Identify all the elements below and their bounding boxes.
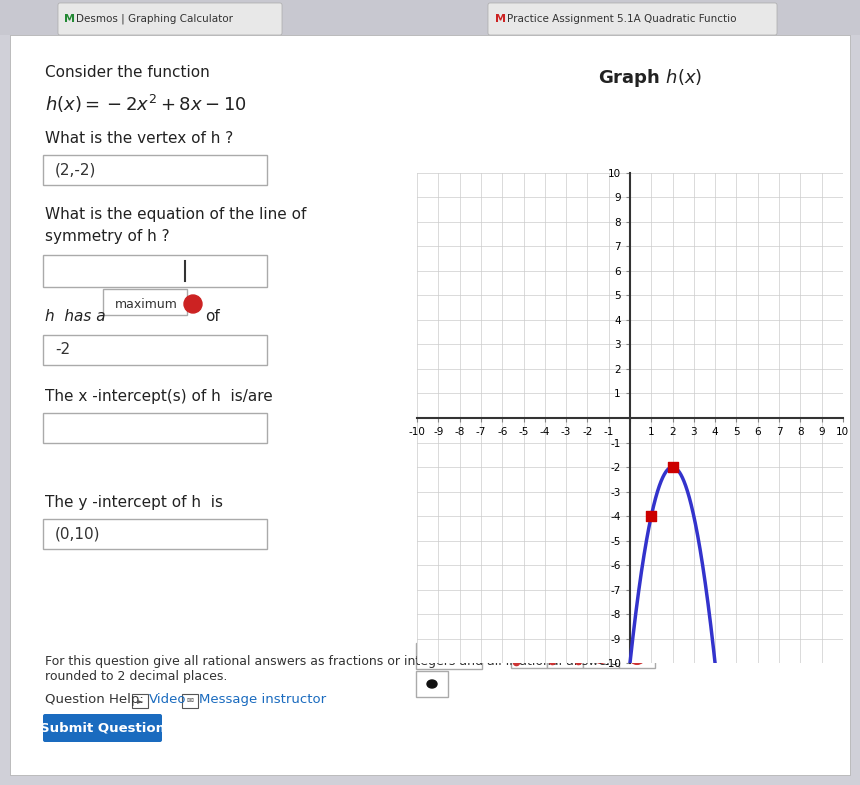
Text: M: M [64,14,75,24]
FancyBboxPatch shape [58,3,282,35]
Text: M: M [495,14,506,24]
Point [666,461,679,473]
Circle shape [184,295,202,313]
FancyBboxPatch shape [43,155,267,185]
Text: -2: -2 [55,342,71,357]
Text: maximum: maximum [115,298,178,311]
FancyBboxPatch shape [619,644,655,668]
FancyBboxPatch shape [43,255,267,287]
Text: (2,-2): (2,-2) [55,162,96,177]
Point [581,644,595,657]
Text: The x -intercept(s) of h  is/are: The x -intercept(s) of h is/are [45,389,273,404]
Point [607,644,621,657]
Text: Video: Video [149,693,187,706]
Point [509,655,523,668]
Ellipse shape [427,680,437,688]
FancyBboxPatch shape [416,671,448,697]
FancyBboxPatch shape [43,413,267,443]
Text: What is the equation of the line of: What is the equation of the line of [45,207,306,222]
Text: Practice Assignment 5.1A Quadratic Functio: Practice Assignment 5.1A Quadratic Funct… [507,14,736,24]
Point [545,655,559,667]
FancyBboxPatch shape [547,644,583,668]
FancyBboxPatch shape [132,694,148,708]
Text: (0,10): (0,10) [55,527,101,542]
Text: ►: ► [137,696,144,706]
Text: The y -intercept of h  is: The y -intercept of h is [45,495,223,510]
FancyBboxPatch shape [103,289,187,315]
Text: Clear All: Clear All [424,649,474,663]
Text: For this question give all rational answers as fractions or integers and all irr: For this question give all rational answ… [45,655,617,668]
Circle shape [635,653,640,659]
FancyBboxPatch shape [43,335,267,365]
Text: $h(x) = -2x^2 + 8x - 10$: $h(x) = -2x^2 + 8x - 10$ [45,93,247,115]
Text: Message instructor: Message instructor [199,693,326,706]
FancyBboxPatch shape [43,714,162,742]
Text: Desmos | Graphing Calculator: Desmos | Graphing Calculator [76,14,233,24]
Text: ✉: ✉ [187,696,194,706]
FancyBboxPatch shape [182,694,198,708]
FancyBboxPatch shape [511,644,547,668]
Text: Submit Question: Submit Question [40,721,164,735]
Text: rounded to 2 decimal places.: rounded to 2 decimal places. [45,670,227,683]
FancyBboxPatch shape [488,3,777,35]
Text: Consider the function: Consider the function [45,65,210,80]
FancyBboxPatch shape [583,644,619,668]
Point [571,655,585,667]
Text: Draw:: Draw: [486,649,522,663]
FancyBboxPatch shape [0,0,860,35]
Text: of: of [205,309,220,324]
Point [644,510,658,523]
FancyBboxPatch shape [10,35,850,775]
Text: h  has a: h has a [45,309,106,324]
FancyBboxPatch shape [43,519,267,549]
Text: Graph $h(x)$: Graph $h(x)$ [598,67,702,89]
Text: Question Help:: Question Help: [45,693,144,706]
FancyBboxPatch shape [416,643,482,669]
Text: What is the vertex of h ?: What is the vertex of h ? [45,131,233,146]
Text: +: + [187,297,199,311]
Text: symmetry of h ?: symmetry of h ? [45,229,169,244]
Point [531,643,545,655]
